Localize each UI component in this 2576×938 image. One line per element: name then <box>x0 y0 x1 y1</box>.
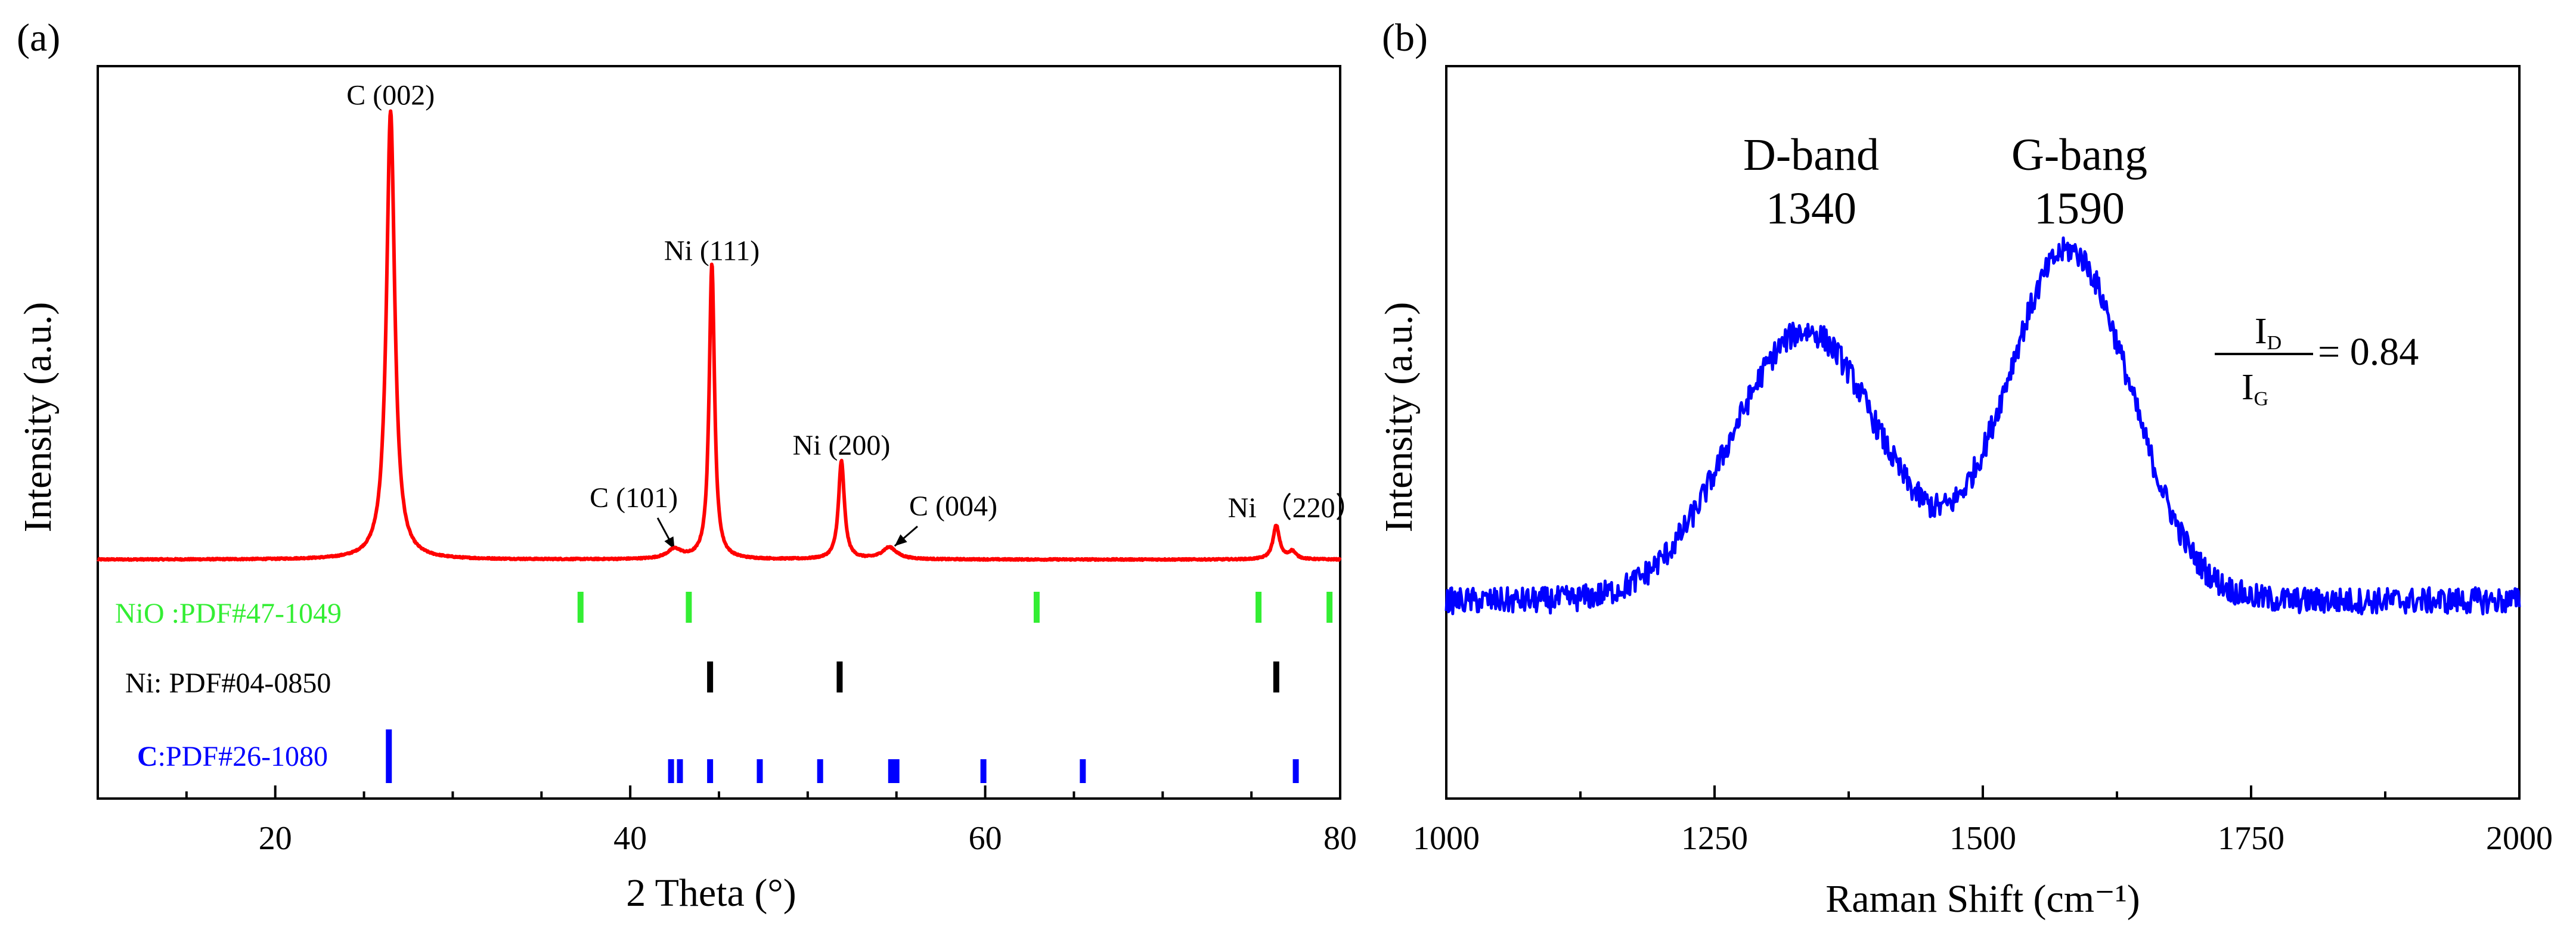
ratio-denominator: IG <box>2242 367 2268 410</box>
panel-a-xlabel: 2 Theta (°) <box>626 871 796 915</box>
band-value: 1590 <box>2034 184 2125 234</box>
x-tick-label: 1500 <box>1949 820 2016 857</box>
peak-label: C (002) <box>346 80 435 111</box>
panel-a-label: (a) <box>17 16 60 60</box>
x-tick-label: 1250 <box>1681 820 1748 857</box>
panel-a-x-axis: 20 40 60 80 <box>97 785 1357 857</box>
panel-b-xlabel: Raman Shift (cm⁻¹) <box>1825 877 2140 921</box>
peak-label: Ni (200) <box>792 430 890 461</box>
xrd-series-line <box>96 109 1342 562</box>
peak-arrowhead <box>664 536 675 549</box>
band-label: G-bang <box>2011 130 2147 180</box>
peak-label: C (004) <box>909 490 997 522</box>
panel-b-x-axis: 1000 1250 1500 1750 2000 <box>1413 785 2553 857</box>
ratio-numerator: ID <box>2255 311 2281 354</box>
reference-pattern-label: Ni: PDF#04-0850 <box>125 667 331 699</box>
peak-label: Ni （220） <box>1228 492 1364 524</box>
peak-arrowhead <box>894 534 907 546</box>
panel-a-ylabel: Intensity (a.u.) <box>16 302 60 533</box>
x-tick-label: 80 <box>1323 820 1357 857</box>
x-tick-label: 20 <box>259 820 292 857</box>
panel-b-label: (b) <box>1382 16 1428 60</box>
reference-pattern-label: NiO :PDF#47-1049 <box>115 598 342 629</box>
band-label: D-band <box>1743 130 1879 180</box>
panel-b-ylabel: Intensity (a.u.) <box>1377 302 1421 533</box>
panel-a: 20 40 60 80 NiO :PDF#47-1049 Ni: PDF#04-0850… <box>16 65 1364 915</box>
intensity-ratio: ID IG = 0.84 <box>2215 311 2419 410</box>
x-tick-label: 1000 <box>1413 820 1480 857</box>
raman-series-line <box>1444 236 2521 616</box>
band-value: 1340 <box>1766 184 1856 234</box>
panel-b-frame <box>1445 65 2521 800</box>
peak-label: C (101) <box>590 482 678 514</box>
reference-pattern-label: C:PDF#26-1080 <box>137 741 328 772</box>
x-tick-label: 40 <box>613 820 647 857</box>
x-tick-label: 60 <box>969 820 1002 857</box>
ratio-value: = 0.84 <box>2318 330 2419 374</box>
x-tick-label: 2000 <box>2486 820 2553 857</box>
panel-a-reference-patterns: NiO :PDF#47-1049 Ni: PDF#04-0850 C:PDF#26-… <box>115 592 1333 783</box>
peak-label: Ni (111) <box>664 235 760 267</box>
panel-a-peak-labels: C (002) Ni (111) Ni (200) C (101) C (004) Ni … <box>346 80 1364 550</box>
x-tick-label: 1750 <box>2218 820 2284 857</box>
